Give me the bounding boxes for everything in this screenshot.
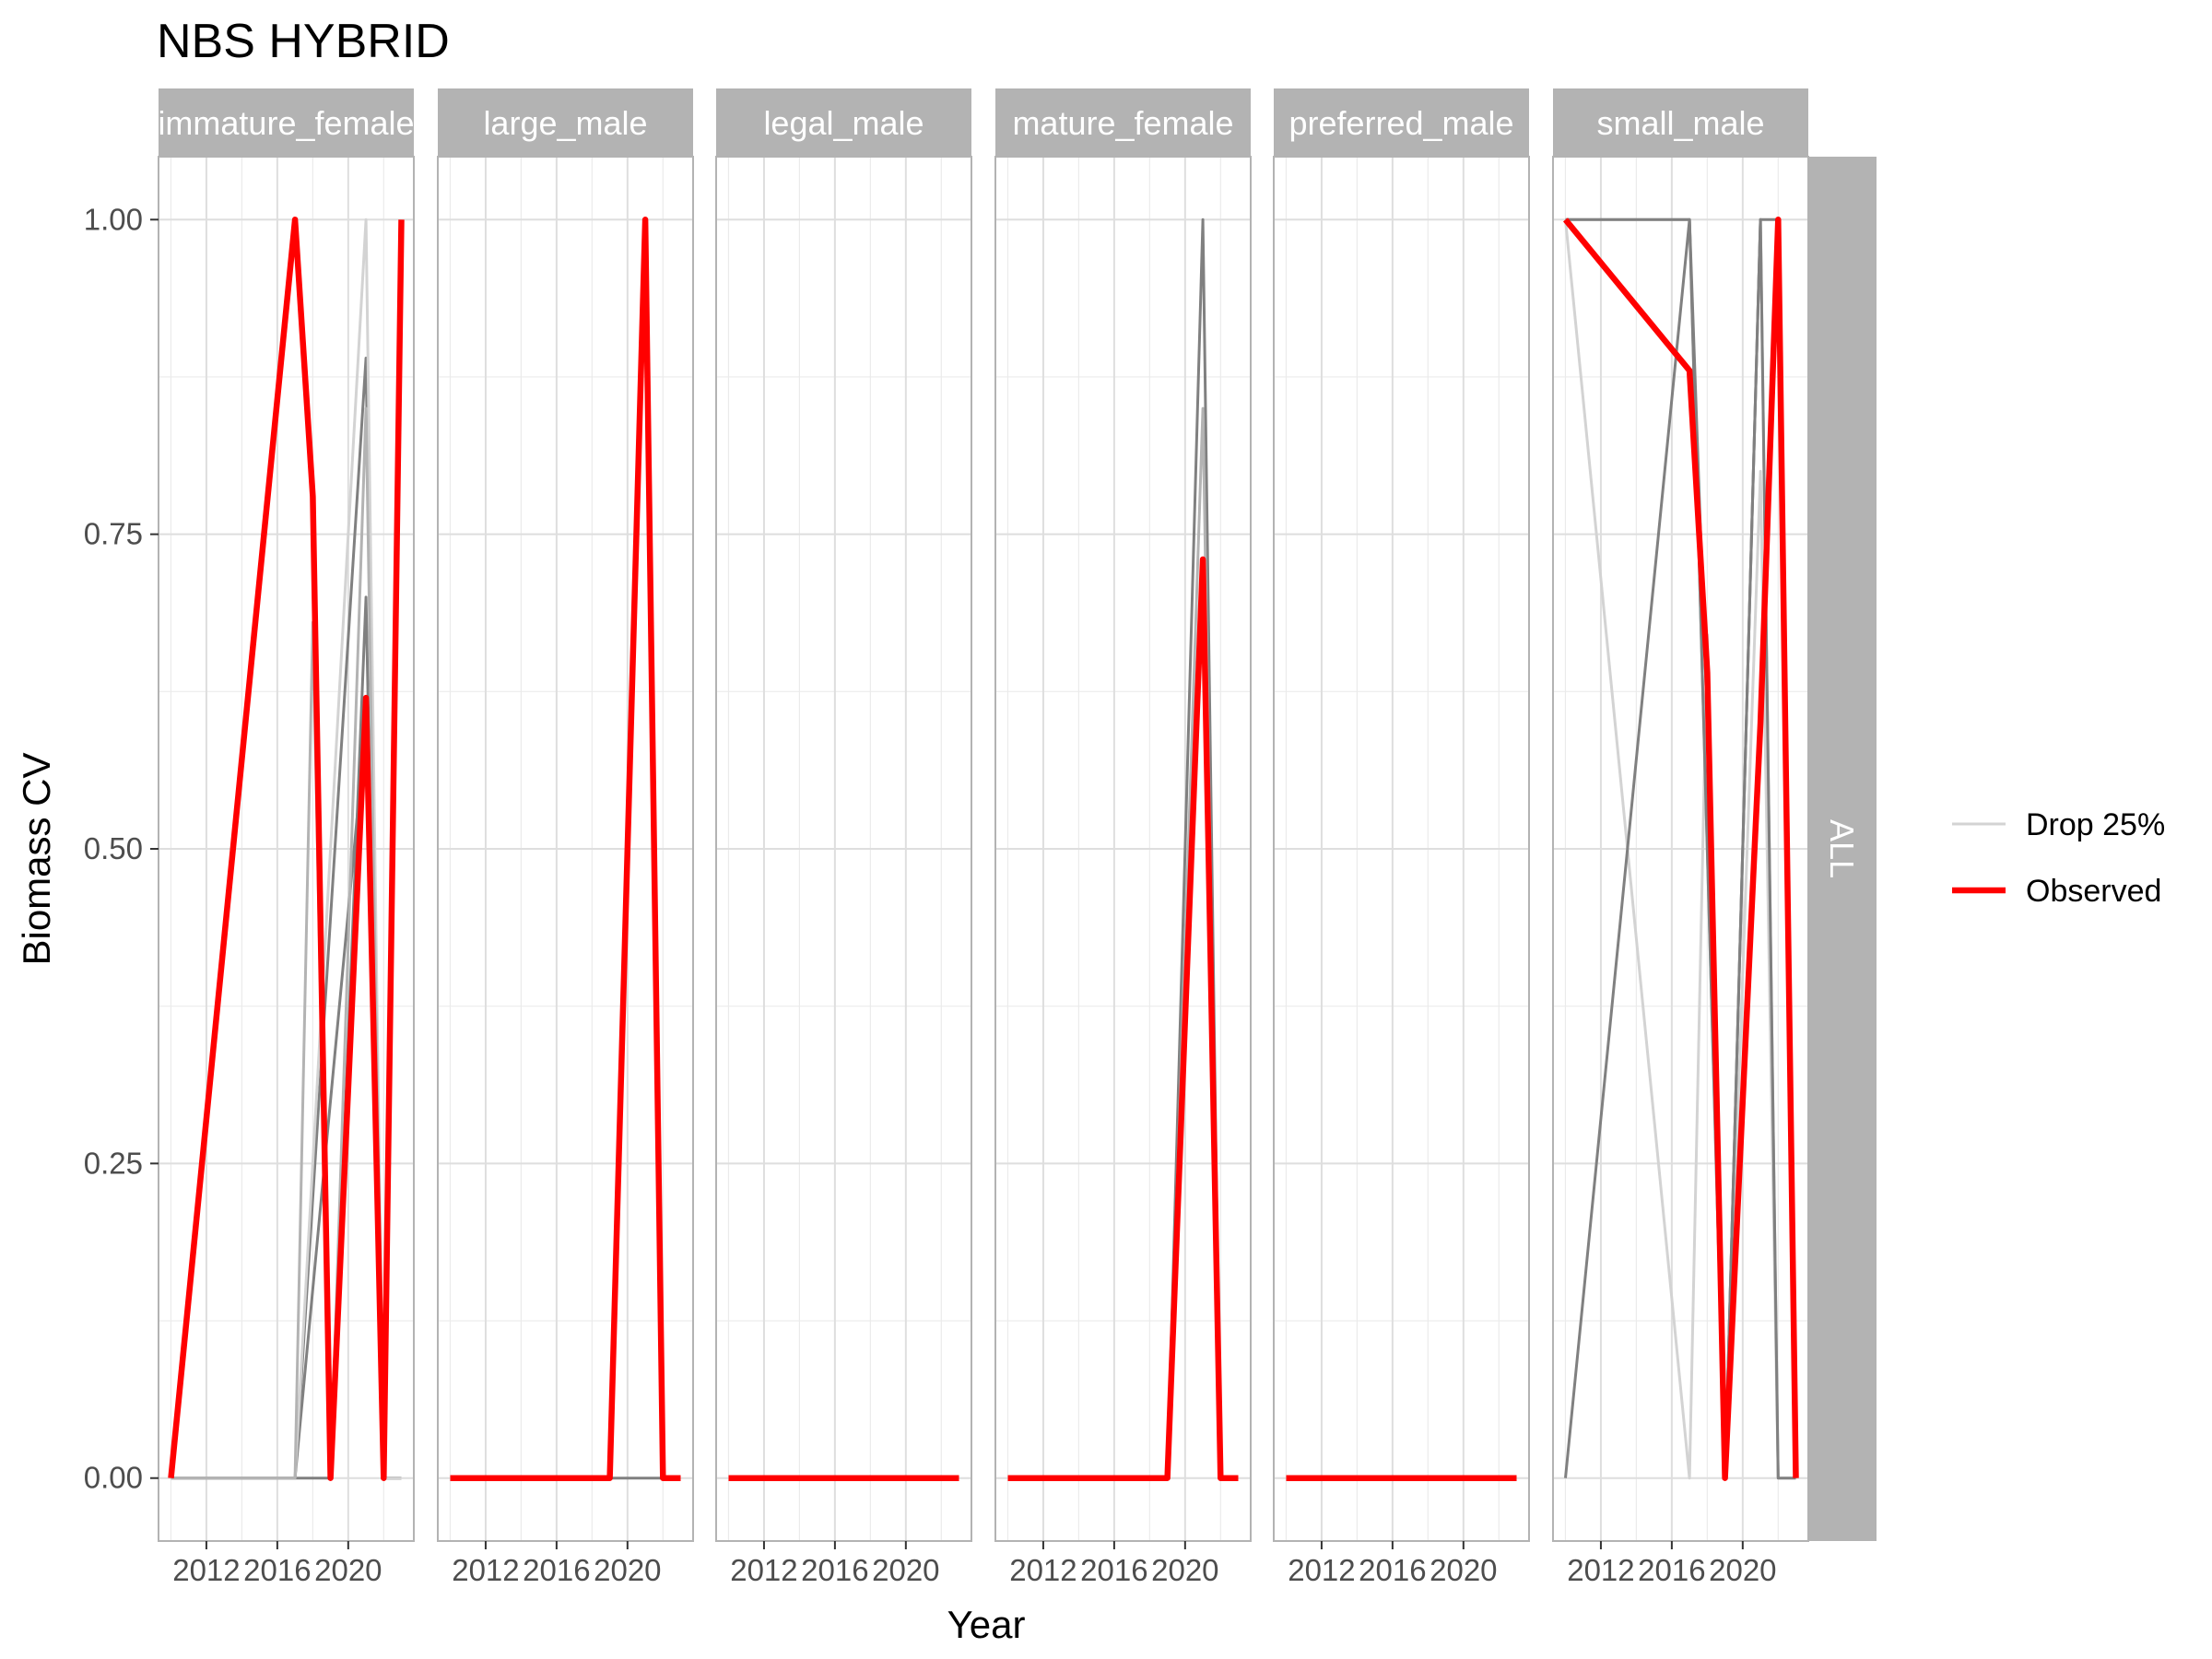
facet-strip-label: preferred_male (1288, 104, 1513, 142)
panel-series (168, 217, 405, 1481)
facet-strip (438, 88, 693, 157)
y-tick-label: 0.50 (84, 831, 143, 865)
row-strip-background (1808, 157, 1877, 1541)
x-tick-label: 2012 (1567, 1553, 1634, 1587)
facet-panel-large-male: large_male 2012 2016 2020 (437, 88, 694, 1587)
observed-series-line (1007, 556, 1239, 1481)
x-tick-label: 2016 (1359, 1553, 1426, 1587)
y-tick-label: 0.25 (84, 1146, 143, 1180)
facet-panel-preferred-male: preferred_male 2012 2016 2020 (1273, 88, 1530, 1587)
panel-series (1562, 217, 1799, 1481)
panel-series (450, 217, 681, 1481)
facet-panel-immature-female: immature_female 2012 2016 2020 (158, 88, 415, 1587)
y-axis: 0.00 0.25 0.50 0.75 1.00 (84, 202, 159, 1495)
facet-panel-legal-male: legal_male 2012 2016 2020 (715, 88, 972, 1587)
observed-series-line (1562, 217, 1799, 1481)
x-tick-label: 2020 (1151, 1553, 1218, 1587)
x-tick-label: 2020 (314, 1553, 382, 1587)
x-tick-label: 2016 (243, 1553, 311, 1587)
facet-row-strip: ALL (1808, 157, 1877, 1541)
x-tick-label: 2016 (1080, 1553, 1147, 1587)
legend: Drop 25% Observed (1952, 807, 2165, 909)
observed-series-line (450, 217, 681, 1481)
legend-label: Observed (2026, 874, 2161, 909)
y-axis-title: Biomass CV (15, 752, 58, 965)
x-tick-label: 2012 (730, 1553, 797, 1587)
facet-strip-label: mature_female (1012, 104, 1233, 142)
observed-series-line (168, 217, 405, 1481)
y-tick-label: 1.00 (84, 202, 143, 236)
facet-panel-mature-female: mature_female 2012 2016 2020 (994, 88, 1252, 1587)
x-tick-label: 2016 (1638, 1553, 1705, 1587)
x-tick-label: 2012 (452, 1553, 519, 1587)
x-tick-label: 2020 (1430, 1553, 1497, 1587)
facet-strip (716, 88, 971, 157)
facet-strip (1553, 88, 1808, 157)
facet-strip (995, 88, 1251, 157)
x-tick-label: 2012 (1009, 1553, 1077, 1587)
facet-strip-label: small_male (1596, 104, 1764, 142)
panel-grid (159, 157, 414, 1541)
x-tick-label: 2016 (801, 1553, 868, 1587)
facet-strip (1274, 88, 1529, 157)
x-tick-label: 2020 (872, 1553, 939, 1587)
facet-strip-label: large_male (483, 104, 647, 142)
facet-strip-label: legal_male (763, 104, 924, 142)
x-tick-label: 2012 (1288, 1553, 1355, 1587)
y-tick-label: 0.75 (84, 517, 143, 551)
facet-panel-small-male: small_male 2012 2016 2020 (1552, 88, 1809, 1587)
x-axis-title: Year (947, 1603, 1026, 1646)
panel-series (1007, 218, 1239, 1481)
x-tick-label: 2012 (172, 1553, 240, 1587)
row-strip-label: ALL (1823, 819, 1861, 878)
x-tick-label: 2016 (523, 1553, 590, 1587)
x-tick-label: 2020 (1709, 1553, 1776, 1587)
panel-grid (716, 157, 971, 1541)
y-tick-label: 0.00 (84, 1461, 143, 1495)
legend-label: Drop 25% (2026, 807, 2165, 842)
chart-title: NBS HYBRID (157, 15, 450, 68)
facet-strip-label: immature_female (158, 104, 414, 142)
facet-strip (159, 88, 414, 157)
x-tick-label: 2020 (594, 1553, 661, 1587)
